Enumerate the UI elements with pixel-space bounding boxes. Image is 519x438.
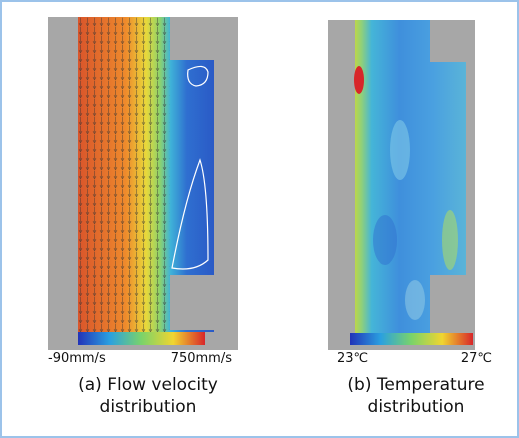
colorbar [350, 333, 473, 345]
temperature-panel [328, 20, 475, 350]
caption: distribution [100, 397, 197, 417]
caption: (a) Flow velocity [78, 375, 218, 395]
caption: distribution [368, 397, 465, 417]
caption: (b) Temperature [347, 375, 484, 395]
flow-panel [48, 17, 238, 350]
colorbar [78, 332, 205, 345]
colorbar-max-label: 750mm/s [171, 351, 233, 366]
colorbar-min-label: 23℃ [337, 351, 368, 366]
colorbar-max-label: 27℃ [461, 351, 492, 366]
colorbar-min-label: -90mm/s [48, 351, 106, 366]
